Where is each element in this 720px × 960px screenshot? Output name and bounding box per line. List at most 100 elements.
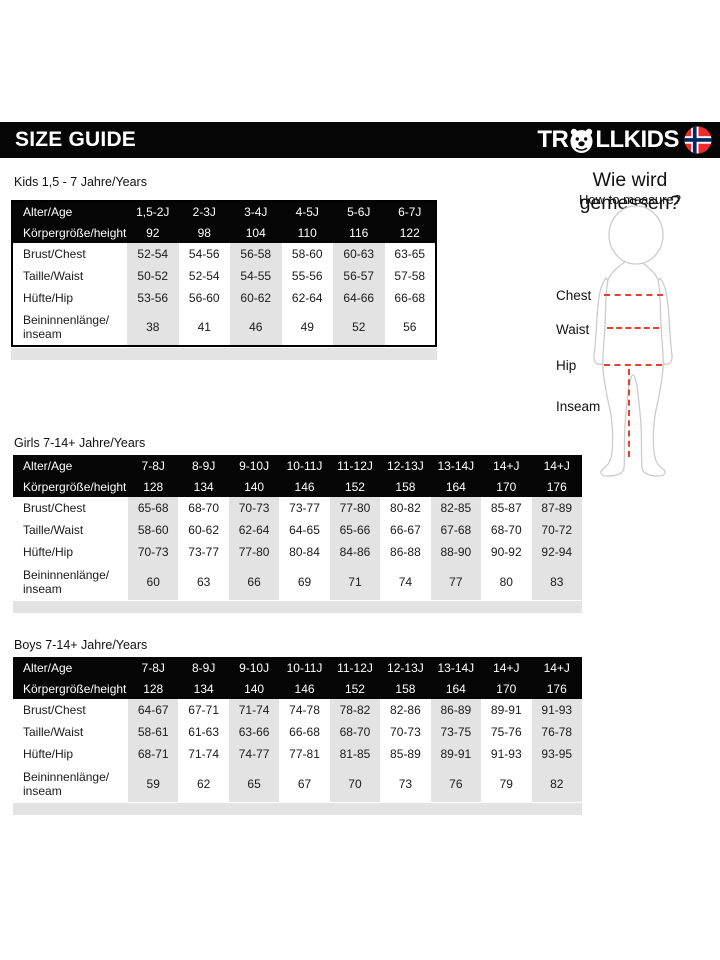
table-row: Taille/Waist 50-52 52-54 54-55 55-56 56-57 57-… <box>12 265 436 287</box>
value-cell: 41 <box>178 309 230 346</box>
header-value-cell: 12-13J <box>387 458 424 473</box>
header-value-cell: 13-14J <box>437 458 475 473</box>
header-value-cell: 13-14J <box>437 660 475 675</box>
value-cell: 38 <box>127 309 179 346</box>
value-cell: 65 <box>228 765 280 802</box>
header-row: Körpergröße/height 128 134 140 146 152 158 164 1… <box>13 678 582 699</box>
value-cell: 54-55 <box>230 265 282 287</box>
page-title: SIZE GUIDE <box>15 128 137 151</box>
header-value-cell: 2-3J <box>192 205 216 219</box>
header-value-cell: 128 <box>143 479 164 494</box>
header-row: Alter/Age 1,5-2J 2-3J 3-4J 4-5J 5-6J 6-7J <box>12 201 436 222</box>
header-value-cell: 9-10J <box>239 660 270 675</box>
header-value-cell: 140 <box>244 479 265 494</box>
value-cell: 92-94 <box>531 541 582 563</box>
table-row: Taille/Waist 58-61 61-63 63-66 66-68 68-70 70-… <box>13 721 582 743</box>
header-bar: SIZE GUIDE TR LLKIDS <box>0 122 720 158</box>
value-cell: 87-89 <box>531 497 582 519</box>
value-cell: 52 <box>333 309 385 346</box>
row-label: Hüfte/Hip <box>13 541 128 563</box>
measure-label-hip: Hip <box>556 358 577 373</box>
header-row-label: Körpergröße/height <box>23 479 127 494</box>
table-row: Hüfte/Hip 70-73 73-77 77-80 80-84 84-86 86-88 8… <box>13 541 582 563</box>
value-cell: 66-67 <box>380 519 431 541</box>
header-row-label: Körpergröße/height <box>23 681 127 696</box>
row-label: Brust/Chest <box>12 243 127 265</box>
value-cell: 82 <box>531 765 582 802</box>
table-row: Hüfte/Hip 53-56 56-60 60-62 62-64 64-66 66-68 <box>12 287 436 309</box>
header-value-cell: 92 <box>146 225 160 240</box>
header-value-cell: 11-12J <box>337 458 373 473</box>
value-cell: 90-92 <box>481 541 532 563</box>
header-value-cell: 170 <box>496 681 517 696</box>
value-cell: 82-85 <box>430 497 482 519</box>
value-cell: 68-71 <box>128 743 179 765</box>
value-cell: 81-85 <box>329 743 381 765</box>
row-label: Hüfte/Hip <box>12 287 127 309</box>
header-value-cell: 158 <box>395 479 416 494</box>
header-value-cell: 176 <box>546 479 567 494</box>
value-cell: 74-78 <box>279 699 330 721</box>
header-row-label: Körpergröße/height <box>23 225 127 240</box>
value-cell: 52-54 <box>178 265 230 287</box>
value-cell: 57-58 <box>384 265 436 287</box>
value-cell: 71 <box>329 563 381 600</box>
measure-guide-title: Wie wird gemessen? <box>579 169 681 214</box>
value-cell: 60-63 <box>333 243 385 265</box>
value-cell: 74-77 <box>228 743 280 765</box>
value-cell: 65-66 <box>329 519 381 541</box>
row-label: Taille/Waist <box>12 265 127 287</box>
value-cell: 56 <box>384 309 436 346</box>
kids-size-table-wrap: Alter/Age 1,5-2J 2-3J 3-4J 4-5J 5-6J 6-7J Körpe… <box>11 200 437 360</box>
header-value-cell: 9-10J <box>239 458 270 473</box>
value-cell: 67 <box>279 765 330 802</box>
value-cell: 70-72 <box>531 519 582 541</box>
value-cell: 82-86 <box>380 699 431 721</box>
value-cell: 59 <box>128 765 179 802</box>
header-value-cell: 1,5-2J <box>136 205 170 219</box>
header-value-cell: 98 <box>197 225 211 240</box>
value-cell: 62-64 <box>281 287 333 309</box>
value-cell: 56-58 <box>230 243 282 265</box>
header-value-cell: 164 <box>445 479 466 494</box>
value-cell: 66-68 <box>279 721 330 743</box>
header-row: Körpergröße/height 128 134 140 146 152 158 164 1… <box>13 476 582 497</box>
value-cell: 70-73 <box>228 497 280 519</box>
section-label-boys: Boys 7-14+ Jahre/Years <box>14 638 148 652</box>
header-value-cell: 14+J <box>543 458 570 473</box>
table-footer-strip <box>13 803 582 815</box>
value-cell: 77-80 <box>329 497 381 519</box>
value-cell: 89-91 <box>430 743 482 765</box>
value-cell: 84-86 <box>329 541 381 563</box>
table-row: Brust/Chest 52-54 54-56 56-58 58-60 60-63 63-6… <box>12 243 436 265</box>
girls-size-table: Alter/Age 7-8J 8-9J 9-10J 10-11J 11-12J 12-13J… <box>13 455 582 600</box>
measure-label-inseam: Inseam <box>556 399 601 414</box>
header-value-cell: 128 <box>143 681 164 696</box>
girls-size-table-wrap: Alter/Age 7-8J 8-9J 9-10J 10-11J 11-12J 12-13J… <box>13 455 582 613</box>
kids-size-table: Alter/Age 1,5-2J 2-3J 3-4J 4-5J 5-6J 6-7J Körpe… <box>11 200 437 347</box>
row-label: Beininnenlänge/ inseam <box>13 563 128 600</box>
row-label: Taille/Waist <box>13 519 128 541</box>
value-cell: 75-76 <box>481 721 532 743</box>
header-value-cell: 12-13J <box>387 660 424 675</box>
boys-size-table-wrap: Alter/Age 7-8J 8-9J 9-10J 10-11J 11-12J 12-13J… <box>13 657 582 815</box>
value-cell: 79 <box>481 765 532 802</box>
waist-measure-line <box>607 327 659 329</box>
value-cell: 54-56 <box>178 243 230 265</box>
value-cell: 64-65 <box>279 519 330 541</box>
value-cell: 80 <box>481 563 532 600</box>
value-cell: 58-60 <box>281 243 333 265</box>
table-row: Beininnenlänge/ inseam 60 63 66 69 71 74 77 80 83 <box>13 563 582 600</box>
value-cell: 68-70 <box>481 519 532 541</box>
value-cell: 88-90 <box>430 541 482 563</box>
value-cell: 65-68 <box>128 497 179 519</box>
value-cell: 71-74 <box>228 699 280 721</box>
value-cell: 86-88 <box>380 541 431 563</box>
value-cell: 58-61 <box>128 721 179 743</box>
value-cell: 62-64 <box>228 519 280 541</box>
value-cell: 68-70 <box>329 721 381 743</box>
header-value-cell: 122 <box>399 225 420 240</box>
child-figure-illustration <box>575 200 695 490</box>
row-label: Beininnenlänge/ inseam <box>12 309 127 346</box>
